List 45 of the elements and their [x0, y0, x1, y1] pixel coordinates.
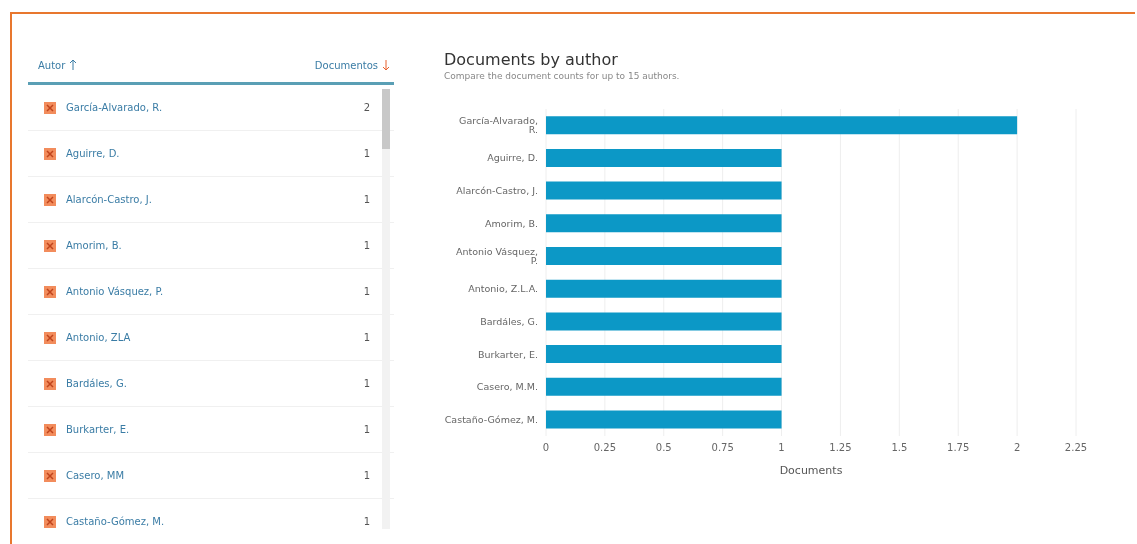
x-tick-label: 2 [1013, 442, 1021, 454]
x-axis-title: Documents [779, 464, 843, 477]
x-tick-label: 1.5 [891, 442, 908, 454]
y-tick-label: Castaño-Gómez, M. [444, 414, 538, 426]
y-tick-label: Antonio, Z.L.A. [468, 283, 538, 295]
data-label: 1 [363, 194, 370, 205]
data-label: 1 [363, 424, 370, 435]
y-tick-label: Antonio Vásquez, P. [456, 245, 538, 267]
category-label: Antonio, ZLA [66, 332, 132, 343]
x-tick-label: 1.25 [829, 442, 852, 454]
chart-subtitle: Compare the document counts for up to 15 authors. [444, 71, 681, 81]
chart-title: Documents by author [444, 50, 619, 69]
text: Autor [38, 59, 67, 71]
category-label: García-Alvarado, R. [66, 102, 164, 113]
x-tick-label: 0.75 [711, 442, 734, 454]
x-tick-label: 0.25 [593, 442, 617, 454]
y-tick-label: Casero, M.M. [476, 381, 538, 393]
data-label: 1 [363, 240, 370, 251]
x-tick-label: 1.75 [947, 442, 970, 454]
data-label: 1 [363, 516, 370, 527]
y-tick-label: Amorim, B. [485, 217, 538, 229]
data-label: 2 [363, 102, 370, 113]
data-label: 1 [363, 378, 370, 389]
category-label: Bardáles, G. [66, 378, 128, 389]
y-tick-label: Burkarter, E. [477, 348, 538, 360]
y-tick-label: Bardáles, G. [480, 315, 538, 327]
category-label: Amorim, B. [66, 240, 123, 251]
data-label: 1 [363, 470, 370, 481]
y-tick-label: Alarcón-Castro, J. [456, 185, 538, 197]
category-label: Castaño-Gómez, M. [66, 516, 166, 527]
x-tick-label: 0 [542, 442, 550, 454]
data-label: 1 [363, 286, 370, 297]
y-tick-label: Aguirre, D. [487, 152, 538, 164]
category-label: Burkarter, E. [66, 424, 131, 435]
x-tick-label: 0.5 [655, 442, 672, 454]
data-label: 1 [363, 332, 370, 343]
x-tick-label: 1 [778, 442, 785, 454]
category-label: Casero, MM [66, 470, 126, 481]
category-label: Alarcón-Castro, J. [66, 194, 153, 205]
category-label: Aguirre, D. [66, 148, 121, 159]
y-tick-label: García-Alvarado, R. [459, 114, 538, 136]
category-label: Antonio Vásquez, P. [66, 286, 165, 297]
data-label: 1 [363, 148, 370, 159]
text: Documentos [314, 59, 379, 71]
x-tick-label: 2.25 [1064, 442, 1088, 454]
